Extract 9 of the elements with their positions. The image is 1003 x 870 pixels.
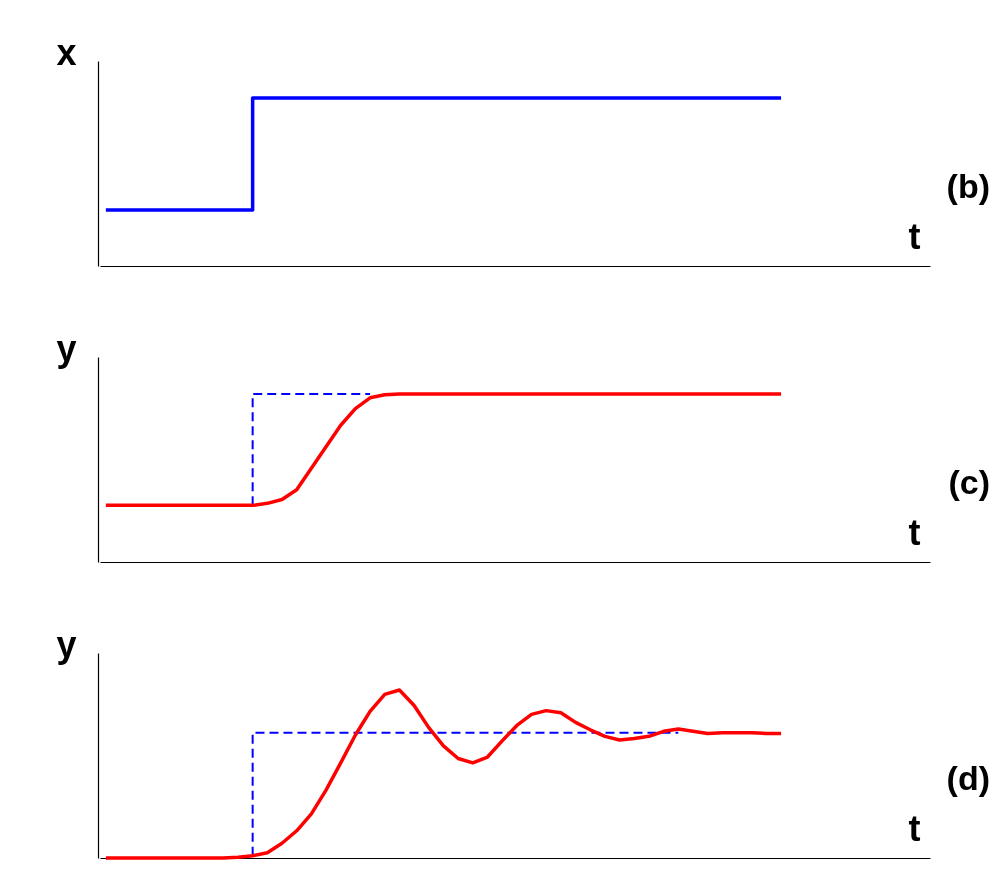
text: (b) bbox=[946, 167, 990, 206]
y-axis-title: x bbox=[56, 31, 77, 73]
text: (d) bbox=[946, 759, 990, 798]
y-axis-title: y bbox=[56, 623, 77, 665]
x-axis-title: t bbox=[908, 807, 921, 849]
x-axis-title: t bbox=[908, 215, 921, 257]
text: (c) bbox=[948, 463, 990, 502]
y-axis-title: y bbox=[56, 327, 77, 369]
x-axis-title: t bbox=[908, 511, 921, 553]
